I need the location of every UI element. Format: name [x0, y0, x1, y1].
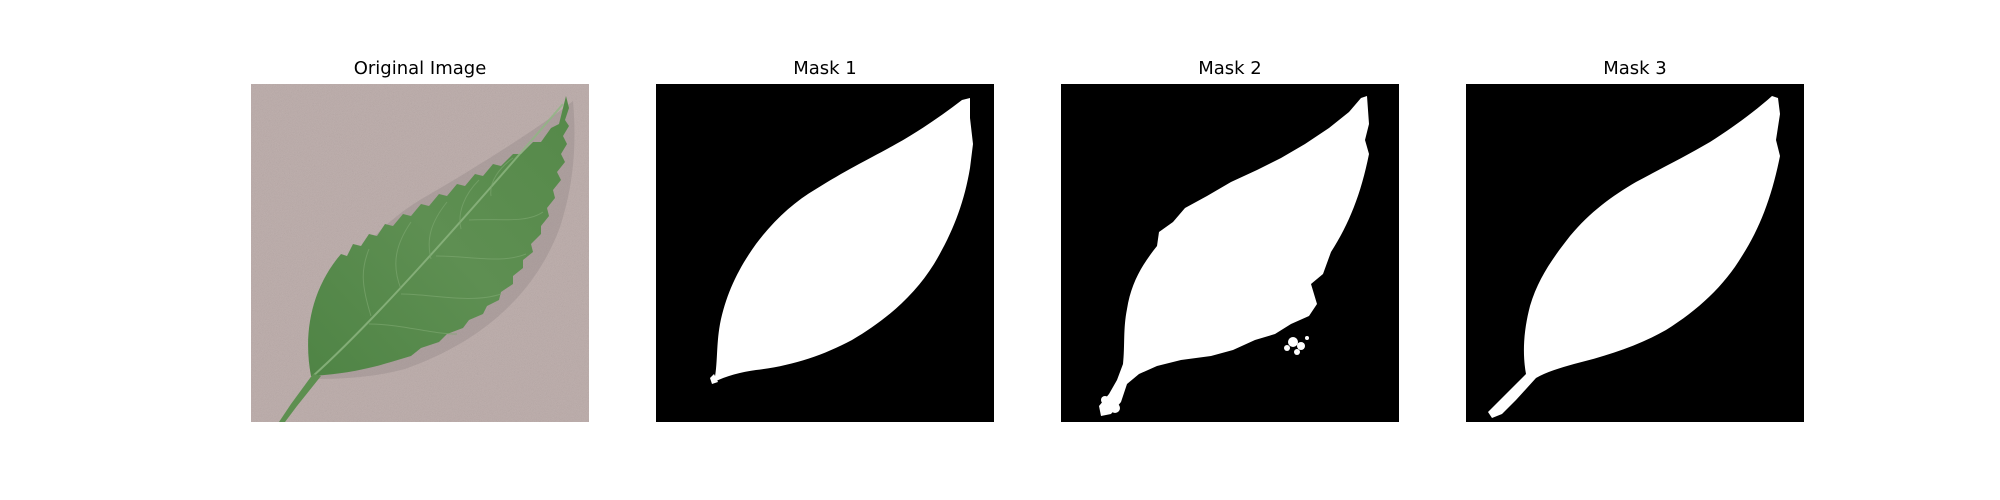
- panel-title: Mask 2: [1198, 58, 1262, 79]
- panel-title: Original Image: [353, 58, 487, 79]
- panel-mask-2: Mask 2: [1061, 0, 1399, 500]
- panel-mask-1: Mask 1: [656, 0, 994, 500]
- leaf-mask: [714, 98, 973, 382]
- leaf-stem: [279, 374, 321, 422]
- mask-3-image: [1466, 84, 1804, 422]
- panel-mask-3: Mask 3: [1466, 0, 1804, 500]
- mask-1-image: [656, 84, 994, 422]
- panel-title: Mask 1: [793, 58, 857, 79]
- panel-original-image: Original Image: [251, 0, 589, 500]
- panel-title: Mask 3: [1603, 58, 1667, 79]
- leaf-mask: [1488, 96, 1780, 418]
- leaf-mask: [1099, 96, 1369, 416]
- mask-2-image: [1061, 84, 1399, 422]
- original-leaf-photo: [251, 84, 589, 422]
